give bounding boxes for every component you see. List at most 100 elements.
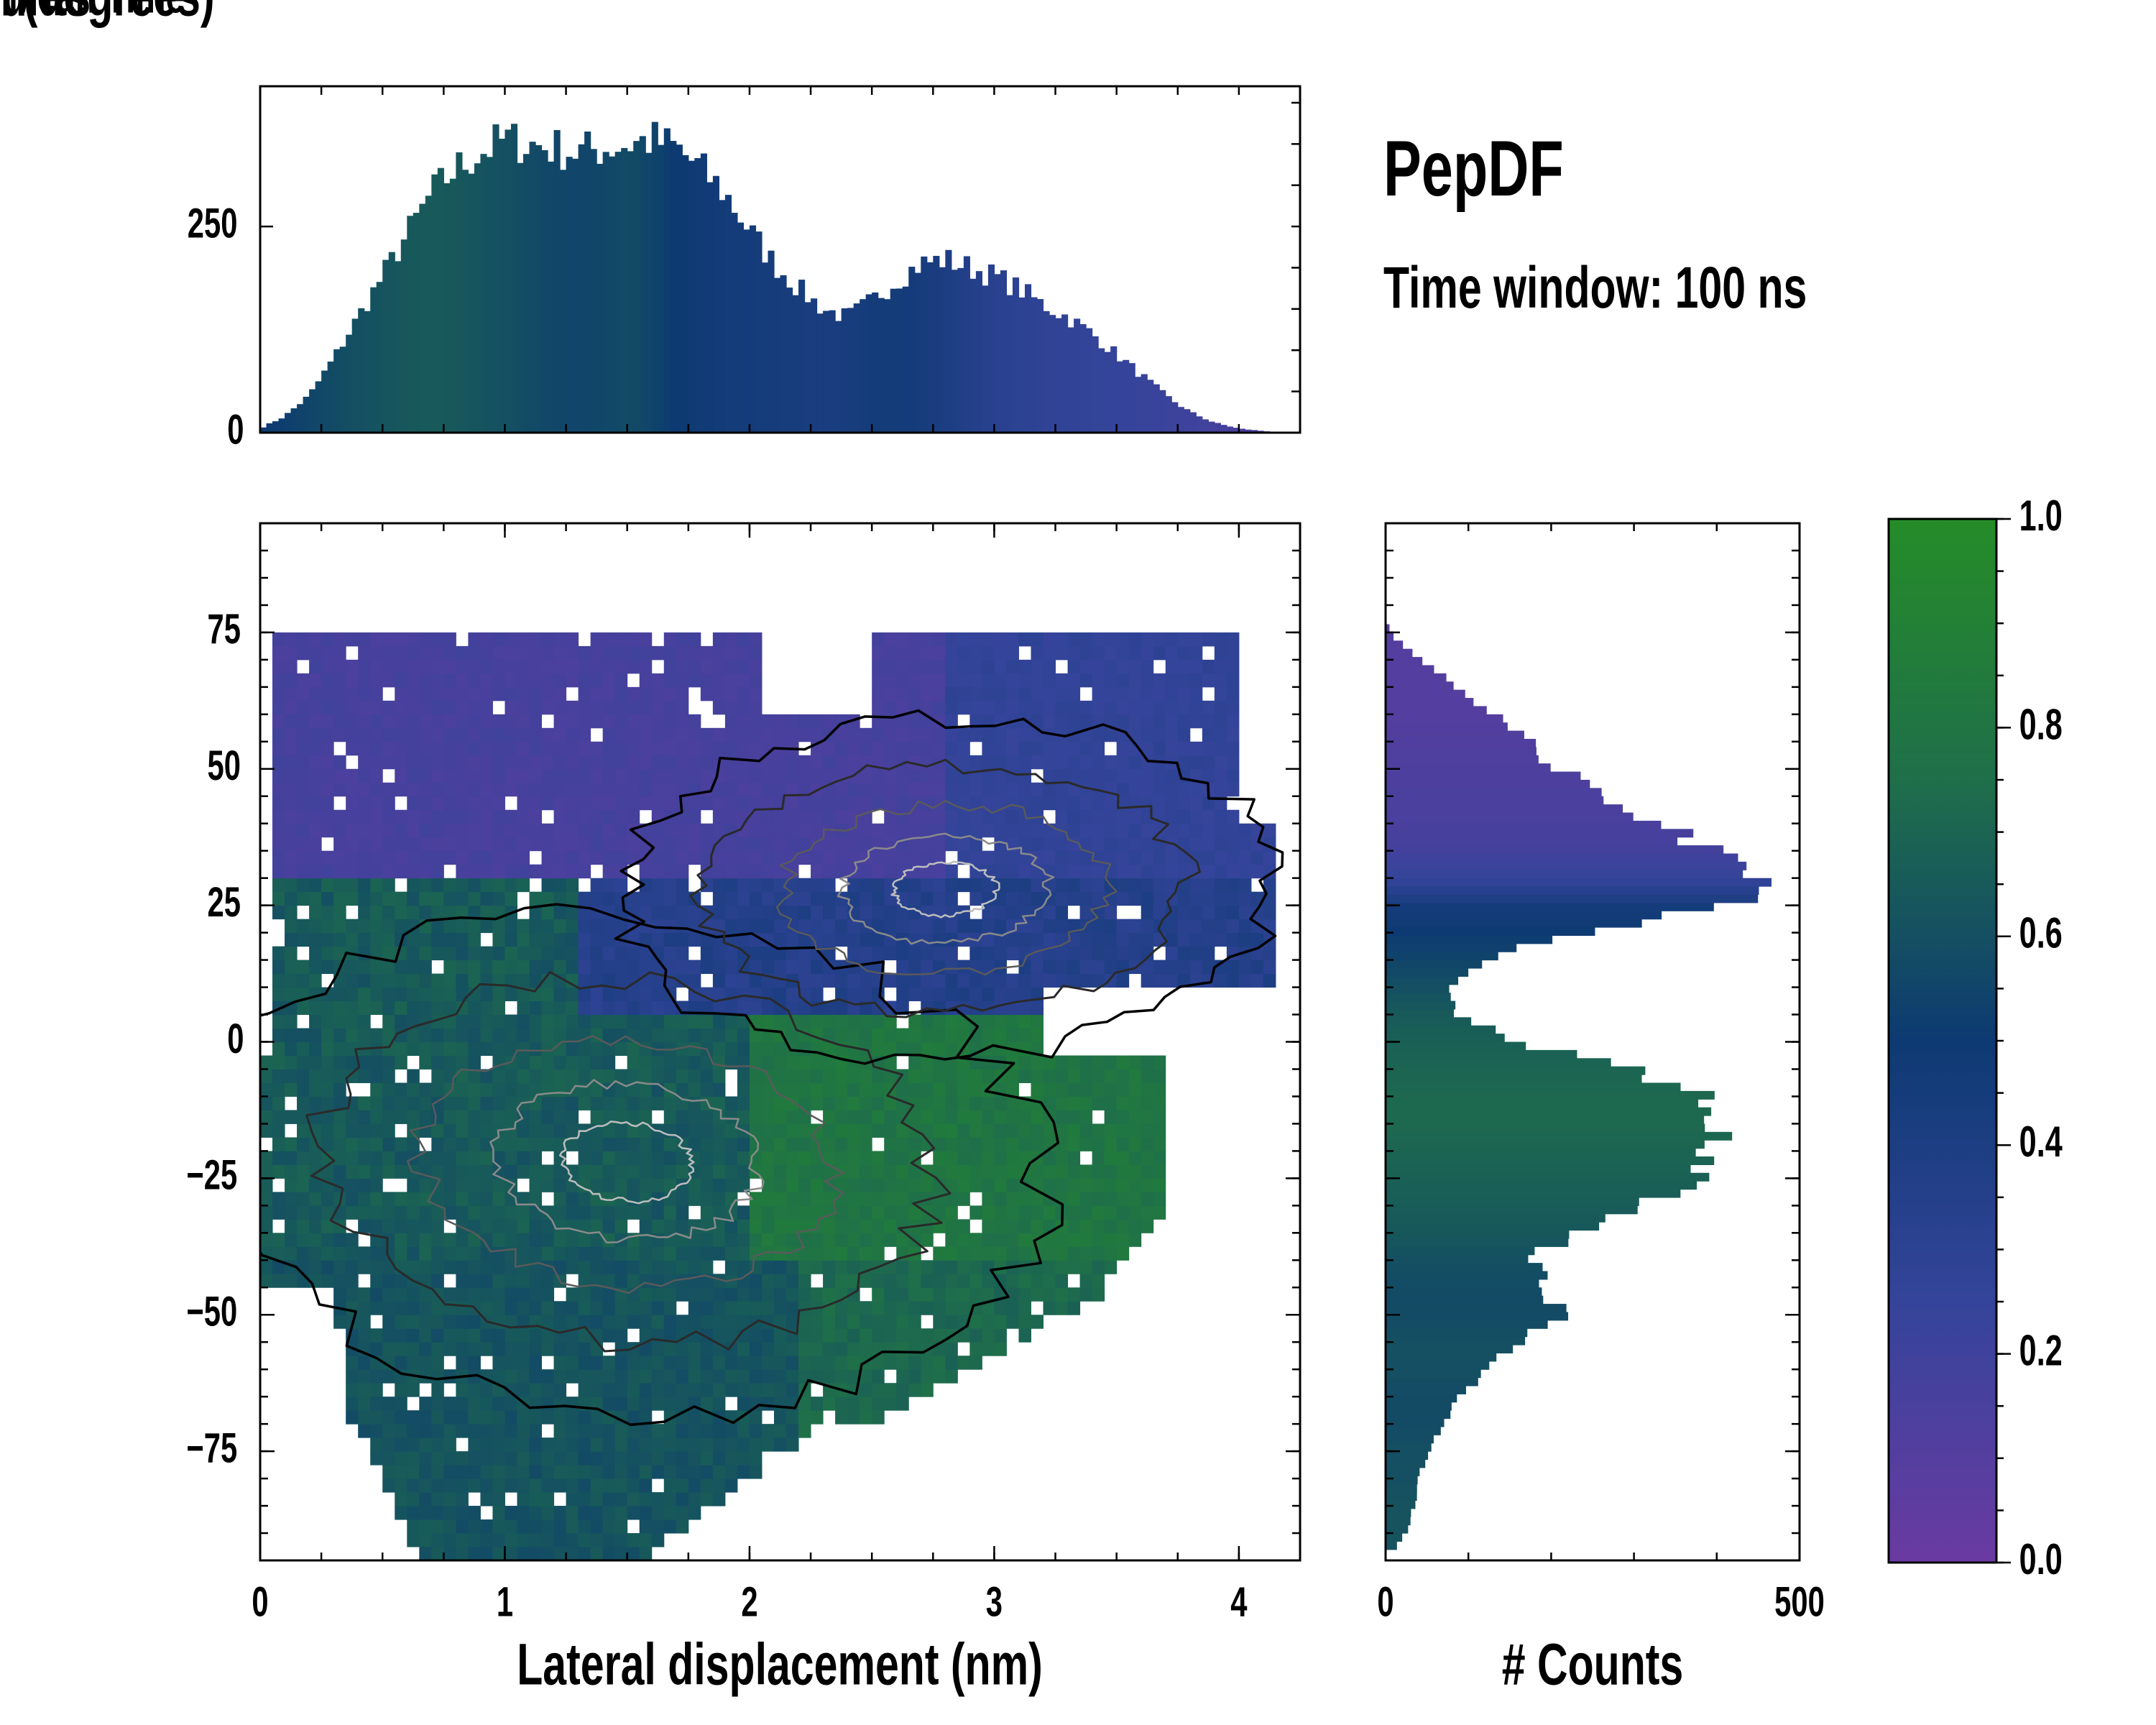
heatmap-cell: [761, 946, 775, 961]
heatmap-cell: [395, 1000, 407, 1016]
heatmap-cell: [614, 1219, 628, 1233]
heatmap-cell: [651, 1205, 665, 1220]
heatmap-cell: [1214, 700, 1227, 715]
heatmap-cell: [835, 1315, 848, 1329]
heatmap-cell: [309, 850, 322, 865]
heatmap-cell: [1006, 796, 1019, 811]
heatmap-cell: [529, 1151, 543, 1165]
heatmap-cell: [309, 727, 322, 742]
right-histogram-bar: [1386, 878, 1772, 887]
right-histogram-bar: [1386, 804, 1623, 814]
top-histogram-bar: [737, 222, 745, 433]
heatmap-cell: [297, 1137, 310, 1151]
heatmap-cell: [908, 755, 921, 770]
heatmap-cell: [614, 1178, 628, 1192]
right-histogram-bar: [1386, 1287, 1542, 1297]
heatmap-cell: [321, 1164, 334, 1179]
heatmap-cell: [297, 1246, 310, 1261]
heatmap-cell: [1202, 878, 1215, 893]
heatmap-cell: [382, 1000, 395, 1016]
heatmap-cell: [260, 1192, 273, 1206]
heatmap-cell: [1079, 1055, 1093, 1070]
heatmap-cell: [529, 727, 543, 742]
heatmap-cell: [492, 1096, 505, 1110]
heatmap-cell: [896, 700, 909, 715]
right-histogram-bar: [1386, 1435, 1434, 1444]
heatmap-cell: [969, 714, 982, 729]
heatmap-cell: [737, 768, 750, 783]
heatmap-cell: [712, 809, 726, 824]
heatmap-cell: [553, 1246, 567, 1261]
heatmap-cell: [957, 919, 970, 934]
heatmap-cell: [651, 1260, 665, 1274]
heatmap-cell: [663, 1356, 677, 1370]
heatmap-cell: [1092, 768, 1105, 783]
heatmap-cell: [1116, 1205, 1130, 1220]
heatmap-cell: [1214, 919, 1227, 934]
heatmap-cell: [1177, 727, 1191, 742]
heatmap-cell: [884, 850, 897, 865]
heatmap-cell: [468, 1328, 481, 1343]
heatmap-cell: [260, 1233, 273, 1247]
heatmap-cell: [860, 932, 872, 947]
heatmap-cell: [419, 864, 432, 879]
heatmap-cell: [541, 1041, 555, 1056]
heatmap-cell: [1250, 973, 1264, 988]
top-histogram-bar: [419, 203, 426, 433]
heatmap-cell: [994, 755, 1007, 770]
heatmap-cell: [431, 659, 444, 674]
heatmap-cell: [823, 1014, 836, 1029]
heatmap-cell: [553, 755, 567, 770]
heatmap-cell: [272, 659, 285, 674]
heatmap-cell: [382, 1055, 395, 1070]
heatmap-cell: [651, 755, 665, 770]
heatmap-cell: [272, 823, 285, 838]
heatmap-cell: [578, 1205, 591, 1220]
heatmap-cell: [994, 673, 1007, 688]
heatmap-cell: [1031, 782, 1044, 797]
heatmap-cell: [945, 1369, 958, 1384]
top-histogram-bar: [694, 157, 701, 433]
heatmap-cell: [407, 891, 420, 906]
heatmap-cell: [945, 741, 958, 756]
heatmap-cell: [260, 1178, 273, 1192]
heatmap-cell: [749, 946, 763, 961]
heatmap-cell: [468, 1506, 481, 1520]
heatmap-cell: [602, 932, 616, 947]
heatmap-cell: [933, 741, 946, 756]
heatmap-cell: [1116, 686, 1130, 702]
heatmap-cell: [468, 1246, 481, 1261]
heatmap-cell: [431, 1506, 444, 1520]
heatmap-cell: [431, 1151, 444, 1165]
heatmap-cell: [456, 1137, 469, 1151]
heatmap-cell: [346, 1137, 359, 1151]
heatmap-cell: [297, 1055, 310, 1070]
heatmap-cell: [700, 987, 714, 1002]
heatmap-cell: [578, 1287, 591, 1302]
heatmap-cell: [297, 700, 310, 715]
heatmap-cell: [1018, 960, 1031, 975]
heatmap-cell: [480, 1451, 493, 1466]
heatmap-cell: [419, 700, 432, 715]
heatmap-cell: [896, 1397, 909, 1411]
heatmap-cell: [1214, 768, 1227, 783]
heatmap-cell: [982, 1151, 995, 1165]
heatmap-cell: [553, 1465, 567, 1479]
heatmap-cell: [553, 1424, 567, 1438]
heatmap-cell: [1128, 782, 1142, 797]
heatmap-cell: [395, 645, 407, 661]
heatmap-cell: [1141, 850, 1154, 865]
heatmap-cell: [1226, 727, 1240, 742]
heatmap-cell: [480, 1014, 493, 1029]
heatmap-cell: [957, 659, 970, 674]
heatmap-cell: [688, 645, 701, 661]
heatmap-cell: [333, 919, 346, 934]
heatmap-cell: [1055, 645, 1069, 661]
heatmap-cell: [798, 973, 811, 988]
heatmap-cell: [1006, 864, 1019, 879]
heatmap-cell: [285, 891, 298, 906]
heatmap-cell: [309, 645, 322, 661]
heatmap-cell: [700, 1178, 714, 1192]
heatmap-cell: [700, 1451, 714, 1466]
heatmap-cell: [370, 891, 383, 906]
